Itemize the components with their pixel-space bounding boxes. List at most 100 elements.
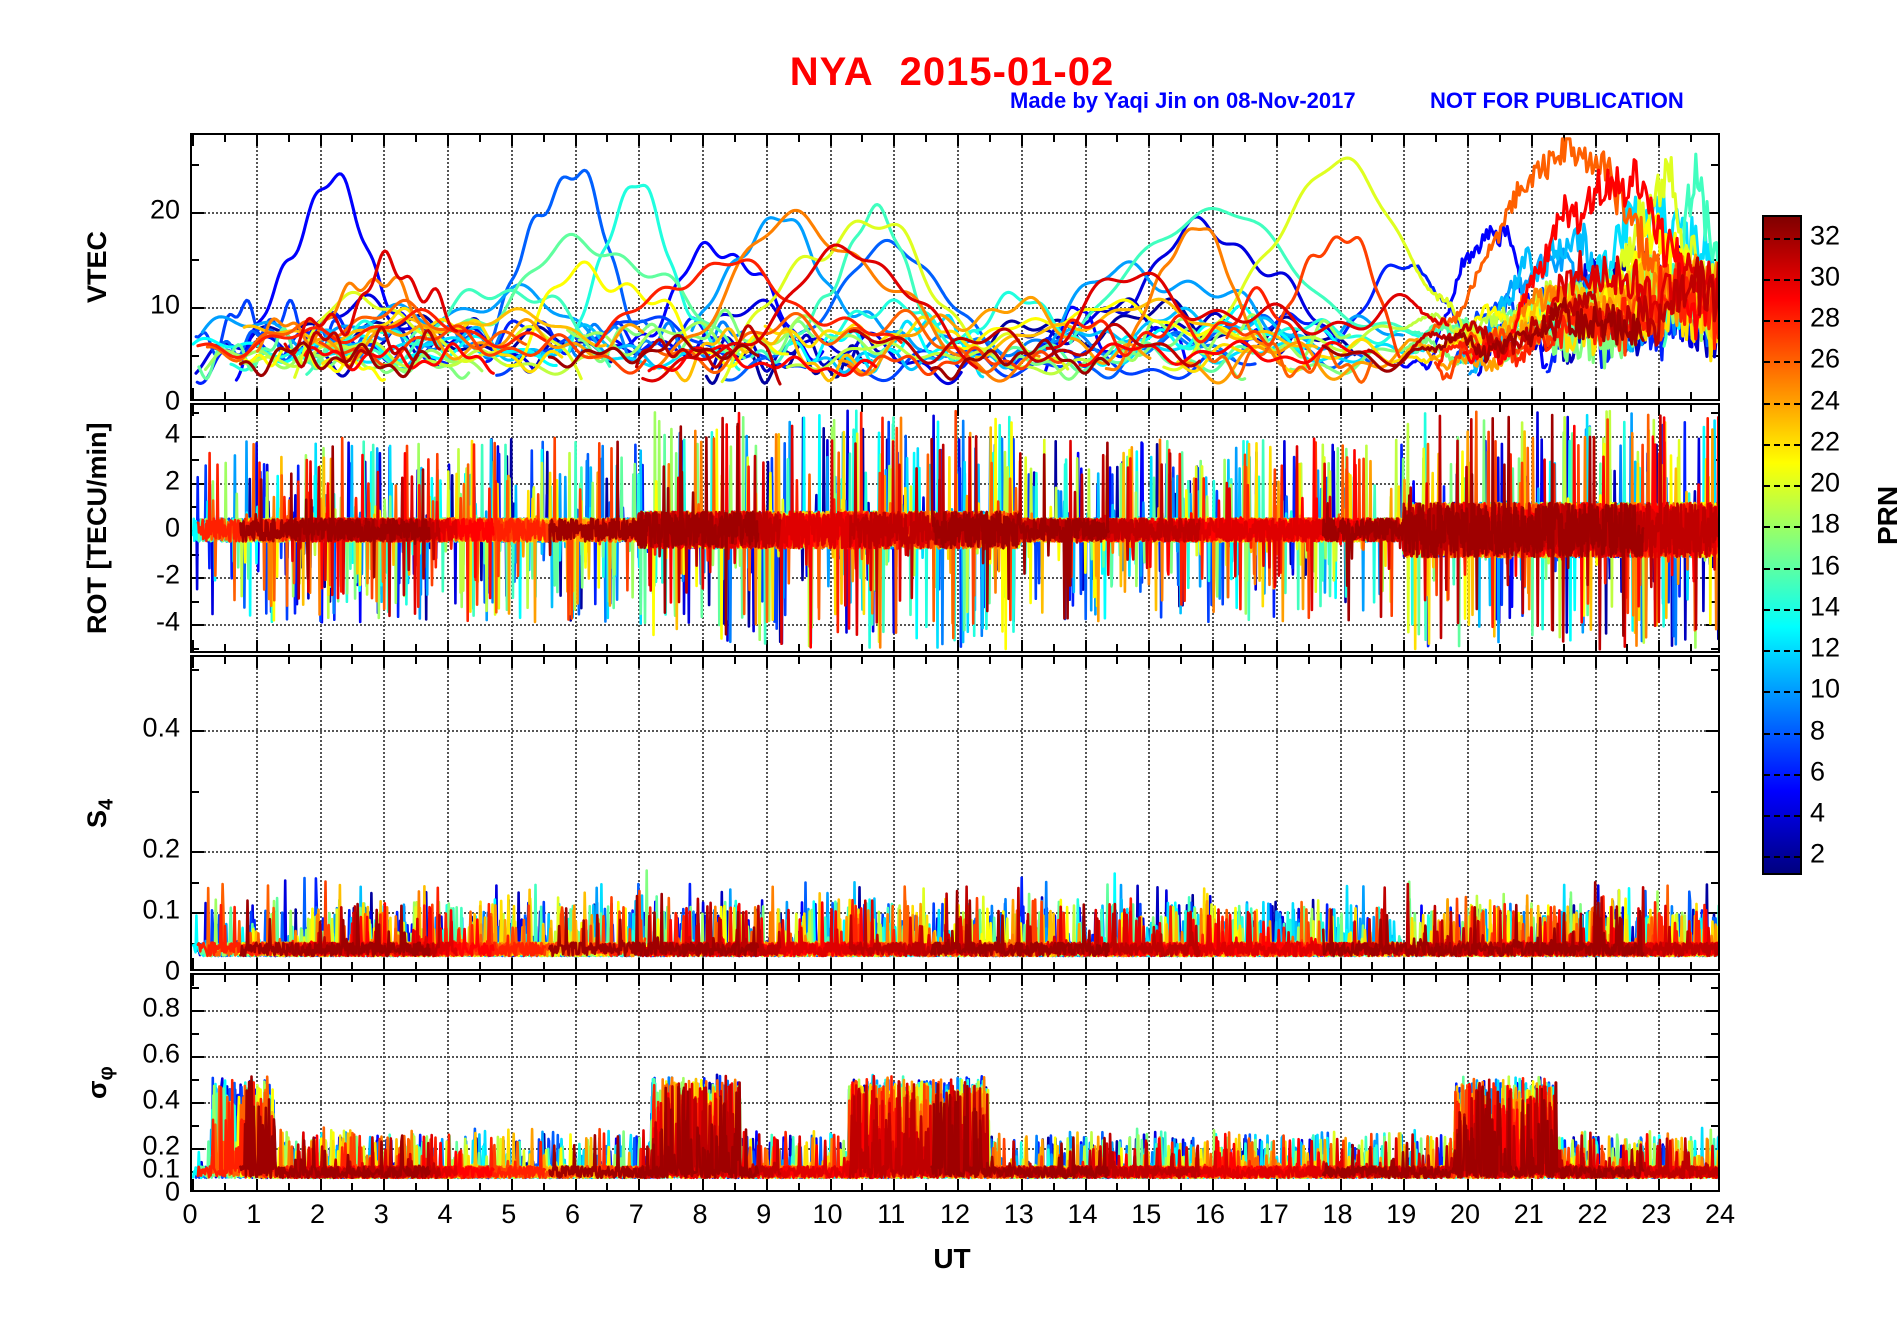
xaxis-tick bbox=[192, 135, 194, 146]
xaxis-tick bbox=[1339, 958, 1342, 969]
xaxis-tick-label: 19 bbox=[1386, 1199, 1417, 1229]
xaxis-tick bbox=[1626, 975, 1629, 982]
yaxis-tick bbox=[192, 211, 204, 214]
xaxis-tick bbox=[1658, 640, 1661, 651]
colorbar-tick bbox=[1764, 402, 1800, 405]
xaxis-tick bbox=[1052, 405, 1055, 412]
xaxis-tick bbox=[478, 392, 481, 399]
yaxis-tick bbox=[192, 435, 204, 438]
gridline-vertical bbox=[957, 135, 959, 399]
xaxis-tick bbox=[287, 657, 290, 664]
gridline-vertical bbox=[1084, 135, 1087, 399]
gridline-vertical bbox=[1594, 657, 1597, 969]
yaxis-tick bbox=[1711, 881, 1718, 884]
xaxis-tick bbox=[1339, 388, 1342, 399]
xaxis-tick bbox=[1690, 644, 1693, 651]
xaxis-tick bbox=[925, 405, 928, 412]
xaxis-tick bbox=[1562, 392, 1565, 399]
yaxis-tick bbox=[192, 259, 199, 262]
xaxis-tick bbox=[670, 975, 673, 982]
xaxis-tick bbox=[1690, 1183, 1693, 1190]
colorbar-tick-label: 30 bbox=[1810, 261, 1841, 292]
xaxis-tick bbox=[574, 657, 577, 668]
colorbar-tick-label: 8 bbox=[1810, 715, 1826, 746]
xaxis-tick bbox=[574, 388, 577, 399]
gridline-vertical bbox=[510, 975, 513, 1190]
yaxis-title-s4: S4 bbox=[82, 798, 118, 828]
data-series-line bbox=[1203, 341, 1373, 384]
credit-annotation: Made by Yaqi Jin on 08-Nov-2017 bbox=[1010, 88, 1356, 113]
xaxis-tick bbox=[1530, 958, 1533, 969]
xaxis-tick bbox=[1180, 392, 1183, 399]
xaxis-tick bbox=[510, 640, 513, 651]
xaxis-tick bbox=[574, 405, 577, 416]
gridline-vertical bbox=[255, 657, 258, 969]
xaxis-tick bbox=[1594, 135, 1597, 146]
gridline-vertical bbox=[1275, 975, 1278, 1190]
data-series-line bbox=[846, 346, 1063, 377]
xaxis-tick bbox=[192, 657, 194, 668]
xaxis-tick bbox=[223, 135, 226, 142]
data-series-line bbox=[577, 308, 815, 364]
xaxis-tick bbox=[702, 657, 704, 668]
colorbar-title: PRN bbox=[1872, 485, 1903, 545]
data-series-line bbox=[548, 1081, 760, 1180]
series-layer-rot bbox=[192, 409, 1718, 651]
data-series-line bbox=[594, 258, 903, 348]
colorbar-tick-label: 24 bbox=[1810, 385, 1841, 416]
xaxis-tick bbox=[1052, 975, 1055, 982]
xaxis-tick bbox=[1371, 962, 1374, 969]
gridline-vertical bbox=[1530, 975, 1533, 1190]
yaxis-tick bbox=[1711, 412, 1718, 415]
xaxis-tick bbox=[638, 405, 641, 416]
xaxis-tick bbox=[319, 975, 322, 986]
yaxis-tick bbox=[1711, 669, 1718, 672]
series-layer-s4 bbox=[192, 869, 1718, 958]
xaxis-tick bbox=[383, 975, 386, 986]
data-series-line bbox=[548, 422, 760, 636]
xaxis-tick bbox=[574, 1179, 577, 1190]
xaxis-tick bbox=[606, 392, 609, 399]
yaxis-tick bbox=[192, 851, 204, 854]
xaxis-tick bbox=[1435, 975, 1438, 982]
xaxis-tick bbox=[1658, 388, 1661, 399]
xaxis-tick-label: 18 bbox=[1322, 1199, 1353, 1229]
xaxis-tick bbox=[1084, 958, 1087, 969]
xaxis-tick bbox=[1084, 388, 1087, 399]
xaxis-tick bbox=[1690, 405, 1693, 412]
data-series-line bbox=[1045, 271, 1450, 350]
xaxis-tick bbox=[1498, 657, 1501, 664]
xaxis-tick bbox=[1020, 958, 1023, 969]
xaxis-tick bbox=[893, 1179, 896, 1190]
gridline-vertical bbox=[1212, 975, 1214, 1190]
xaxis-tick bbox=[383, 958, 386, 969]
xaxis-tick bbox=[510, 405, 513, 416]
gridline-vertical bbox=[319, 657, 322, 969]
xaxis-tick bbox=[829, 388, 832, 399]
xaxis-tick bbox=[957, 640, 959, 651]
xaxis-tick bbox=[988, 1183, 991, 1190]
xaxis-tick bbox=[1435, 392, 1438, 399]
xaxis-tick bbox=[1498, 975, 1501, 982]
xaxis-tick-label: 16 bbox=[1194, 1199, 1226, 1229]
xaxis-tick bbox=[192, 405, 194, 416]
data-series-line bbox=[238, 341, 431, 379]
xaxis-tick bbox=[319, 405, 322, 416]
gridline-vertical bbox=[893, 135, 896, 399]
xaxis-tick bbox=[988, 392, 991, 399]
xaxis-tick bbox=[1403, 1179, 1406, 1190]
gridline-vertical bbox=[1658, 657, 1661, 969]
xaxis-tick bbox=[893, 388, 896, 399]
colorbar-gradient bbox=[1764, 217, 1800, 873]
xaxis-tick bbox=[255, 657, 258, 668]
yaxis-tick bbox=[192, 506, 199, 509]
gridline-horizontal bbox=[192, 851, 1718, 854]
xaxis-tick bbox=[1467, 958, 1469, 969]
xaxis-tick-label: 17 bbox=[1258, 1199, 1289, 1229]
xaxis-tick-label: 1 bbox=[246, 1199, 262, 1229]
xaxis-tick bbox=[606, 657, 609, 664]
data-series-line bbox=[311, 317, 645, 363]
xaxis-tick bbox=[1307, 975, 1310, 982]
xaxis-tick bbox=[957, 388, 959, 399]
xaxis-tick bbox=[1498, 1183, 1501, 1190]
